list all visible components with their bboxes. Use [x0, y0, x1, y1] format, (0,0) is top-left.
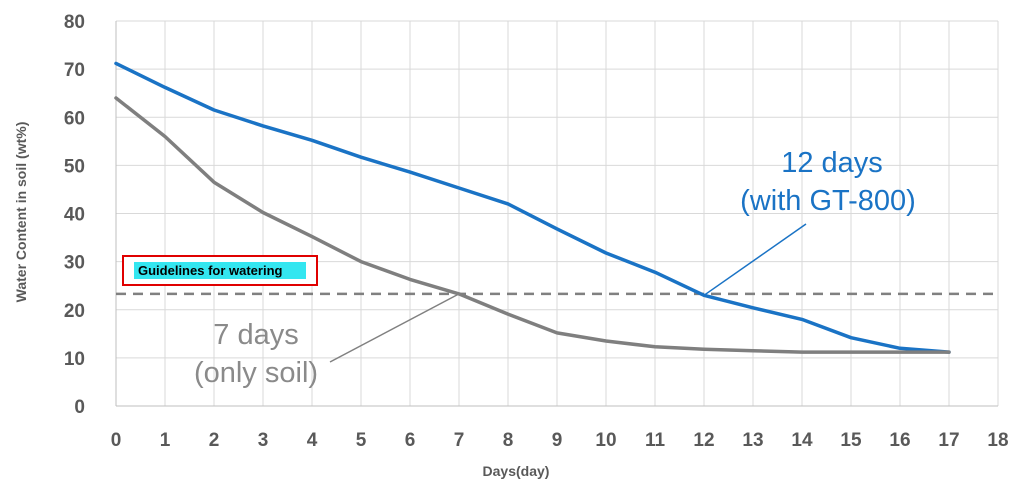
x-tick-label: 2	[209, 430, 220, 451]
x-tick-label: 14	[791, 430, 813, 451]
x-tick-label: 1	[160, 430, 171, 451]
y-tick-label: 0	[74, 397, 85, 418]
y-tick-label: 60	[64, 108, 85, 129]
x-tick-label: 16	[889, 430, 910, 451]
y-axis-title: Water Content in soil (wt%)	[13, 122, 29, 303]
x-tick-label: 18	[987, 430, 1008, 451]
x-tick-label: 6	[405, 430, 416, 451]
x-tick-label: 8	[503, 430, 514, 451]
annotation-gray-line1: 7 days	[213, 319, 298, 351]
y-tick-label: 50	[64, 156, 85, 177]
x-tick-label: 9	[552, 430, 563, 451]
x-tick-label: 4	[307, 430, 318, 451]
annotation-blue-line1: 12 days	[781, 147, 883, 179]
x-tick-label: 17	[938, 430, 959, 451]
watering-guideline: Guidelines for watering	[116, 255, 998, 296]
grid	[116, 20, 999, 406]
x-tick-label: 7	[454, 430, 465, 451]
y-tick-label: 80	[64, 12, 85, 33]
x-tick-label: 0	[111, 430, 122, 451]
annotation-blue-line2: (with GT-800)	[740, 185, 916, 217]
x-tick-label: 13	[742, 430, 763, 451]
y-tick-label: 20	[64, 301, 85, 322]
x-tick-label: 10	[595, 430, 616, 451]
x-axis-title: Days(day)	[483, 463, 550, 479]
y-tick-label: 10	[64, 349, 85, 370]
annotation-leader-gray	[329, 293, 460, 363]
y-tick-label: 30	[64, 253, 85, 274]
x-tick-label: 5	[356, 430, 367, 451]
series-line-1	[114, 96, 951, 354]
x-tick-label: 15	[840, 430, 862, 451]
guideline-label-highlight	[134, 262, 306, 279]
axes	[115, 21, 998, 407]
y-tick-label: 40	[64, 205, 85, 226]
series-line-0	[114, 61, 951, 354]
annotation-gray-line2: (only soil)	[194, 357, 318, 389]
series-group	[114, 61, 951, 354]
y-tick-label: 70	[64, 60, 85, 81]
x-tick-label: 3	[258, 430, 269, 451]
guideline-label: Guidelines for watering	[138, 263, 283, 278]
tick-labels: 0 1 2 3 4 5 6 7 8 9 10 11 12 13 14 15 16 17 18010203040506…	[64, 12, 1009, 451]
annotation-leader-blue	[703, 223, 807, 296]
annotations: 12 days (with GT-800) 7 days (only soil)	[194, 147, 916, 389]
x-tick-label: 12	[693, 430, 714, 451]
x-tick-label: 11	[645, 430, 666, 451]
